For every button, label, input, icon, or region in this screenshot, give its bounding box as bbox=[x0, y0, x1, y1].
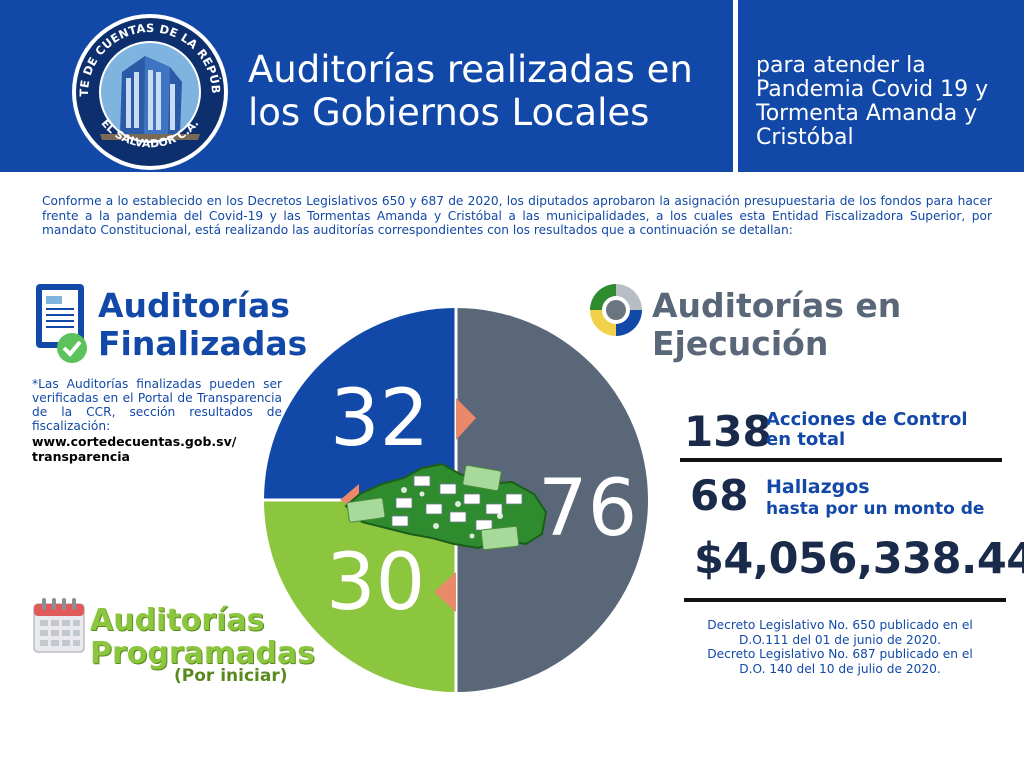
el-salvador-map bbox=[344, 462, 548, 551]
intro-paragraph: Conforme a lo establecido en los Decreto… bbox=[42, 194, 992, 237]
programadas-title: Auditorías Programadas bbox=[90, 604, 315, 670]
acciones-label: Acciones de Control en total bbox=[766, 410, 968, 450]
ejecucion-title-line1: Auditorías en bbox=[652, 286, 902, 325]
ejecucion-title: Auditorías en Ejecución bbox=[652, 287, 901, 363]
transparencia-link[interactable]: www.cortedecuentas.gob.sv/ transparencia bbox=[32, 434, 292, 464]
subtitle-line2: Pandemia Covid 19 y bbox=[756, 77, 989, 102]
decree-line1: Decreto Legislativo No. 650 publicado en… bbox=[707, 618, 973, 632]
decree-line3: Decreto Legislativo No. 687 publicado en… bbox=[707, 647, 973, 661]
hallazgos-label: Hallazgos hasta por un monto de bbox=[766, 476, 984, 520]
acciones-label-line1: Acciones de Control bbox=[766, 409, 968, 430]
calendar-icon bbox=[33, 598, 85, 653]
decrees-note: Decreto Legislativo No. 650 publicado en… bbox=[690, 618, 990, 676]
acciones-label-line2: en total bbox=[766, 429, 846, 450]
pie-ejecucion bbox=[456, 308, 648, 692]
finalizadas-title-line2: Finalizadas bbox=[98, 324, 308, 363]
stats-divider-bottom bbox=[684, 598, 1006, 602]
transparencia-link-line2: transparencia bbox=[32, 448, 130, 464]
subtitle-line4: Cristóbal bbox=[756, 125, 854, 150]
finalizadas-count: 32 bbox=[330, 374, 430, 464]
audits-pie bbox=[264, 308, 648, 692]
finalizadas-title: Auditorías Finalizadas bbox=[98, 287, 307, 363]
decree-line4: D.O. 140 del 10 de julio de 2020. bbox=[739, 661, 941, 676]
document-check-icon bbox=[36, 284, 87, 363]
decree-line2: D.O.111 del 01 de junio de 2020. bbox=[739, 632, 941, 647]
transparencia-link-line1: www.cortedecuentas.gob.sv/ bbox=[32, 434, 237, 449]
subtitle-line3: Tormenta Amanda y bbox=[756, 101, 978, 126]
acciones-count: 138 bbox=[684, 407, 772, 456]
pie-programadas bbox=[264, 500, 456, 692]
arrow-to-finalizadas bbox=[456, 398, 476, 440]
page-title: Auditorías realizadas en los Gobiernos L… bbox=[248, 48, 728, 134]
pie-finalizadas bbox=[264, 308, 456, 500]
ccr-logo: CORTE DE CUENTAS DE LA REPÚBLICA EL SALV… bbox=[70, 12, 228, 170]
arrow-to-programadas bbox=[434, 572, 456, 612]
ejecucion-count: 76 bbox=[538, 464, 638, 554]
finalizadas-title-line1: Auditorías bbox=[98, 286, 290, 325]
programadas-subtitle: (Por iniciar) bbox=[174, 666, 288, 686]
programadas-title-line1: Auditorías bbox=[90, 603, 265, 638]
stats-divider-top bbox=[680, 458, 1002, 462]
hallazgos-label-line1: Hallazgos bbox=[766, 476, 870, 498]
hallazgos-count: 68 bbox=[690, 471, 749, 520]
page-title-line2: los Gobiernos Locales bbox=[248, 91, 650, 134]
programadas-title-line2: Programadas bbox=[90, 636, 315, 671]
subtitle-line1: para atender la bbox=[756, 53, 926, 78]
finalizadas-note: *Las Auditorías finalizadas pueden ser v… bbox=[32, 377, 282, 433]
header-divider bbox=[733, 0, 738, 172]
ejecucion-title-line2: Ejecución bbox=[652, 324, 829, 363]
programadas-count: 30 bbox=[326, 538, 426, 628]
hallazgos-label-line2: hasta por un monto de bbox=[766, 499, 985, 519]
hallazgos-amount: $4,056,338.44 bbox=[694, 534, 1024, 584]
page-subtitle: para atender la Pandemia Covid 19 y Torm… bbox=[756, 54, 1016, 150]
page-title-line1: Auditorías realizadas en bbox=[248, 48, 693, 91]
cycle-arrows-icon bbox=[590, 284, 642, 336]
